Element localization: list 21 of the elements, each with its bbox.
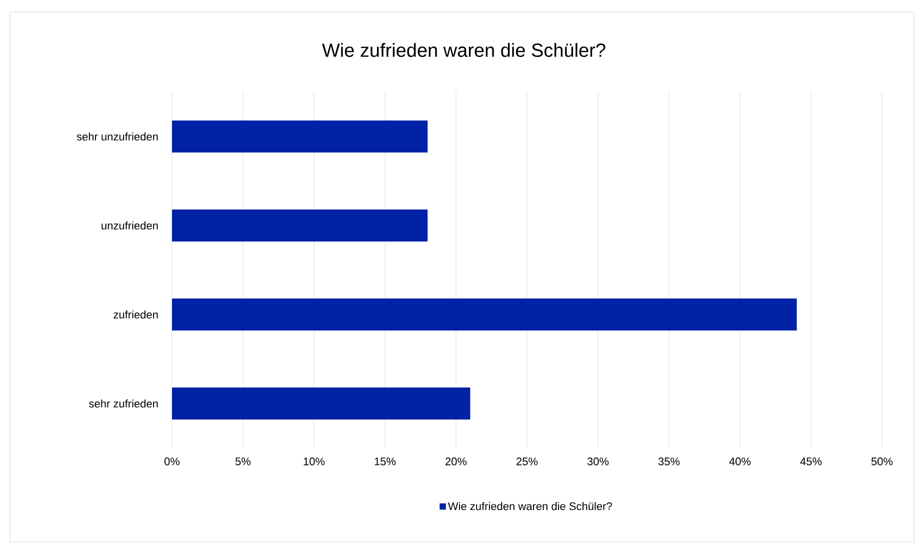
x-tick-label: 20% bbox=[446, 458, 467, 466]
chart-title: Wie zufrieden waren die Schüler? bbox=[322, 43, 606, 57]
x-tick-label: 25% bbox=[516, 458, 538, 466]
y-tick-label: sehr unzufrieden bbox=[76, 132, 158, 141]
x-tick-label: 50% bbox=[871, 458, 893, 466]
legend-label: Wie zufrieden waren die Schüler? bbox=[448, 502, 612, 510]
y-tick-label: zufrieden bbox=[114, 310, 158, 319]
x-tick-label: 0% bbox=[164, 458, 180, 466]
y-tick-label: unzufrieden bbox=[102, 221, 158, 230]
x-tick-label: 45% bbox=[800, 458, 822, 466]
x-tick-label: 30% bbox=[587, 458, 609, 466]
x-tick-label: 15% bbox=[374, 458, 396, 466]
x-tick-label: 35% bbox=[658, 458, 680, 466]
x-tick-label: 10% bbox=[304, 458, 325, 466]
bar bbox=[172, 120, 428, 153]
x-tick-label: 40% bbox=[729, 458, 751, 466]
bar bbox=[172, 388, 470, 420]
y-tick-label: sehr zufrieden bbox=[89, 399, 158, 408]
bar bbox=[172, 210, 428, 242]
x-tick-label: 5% bbox=[235, 458, 251, 466]
bar bbox=[172, 298, 797, 331]
